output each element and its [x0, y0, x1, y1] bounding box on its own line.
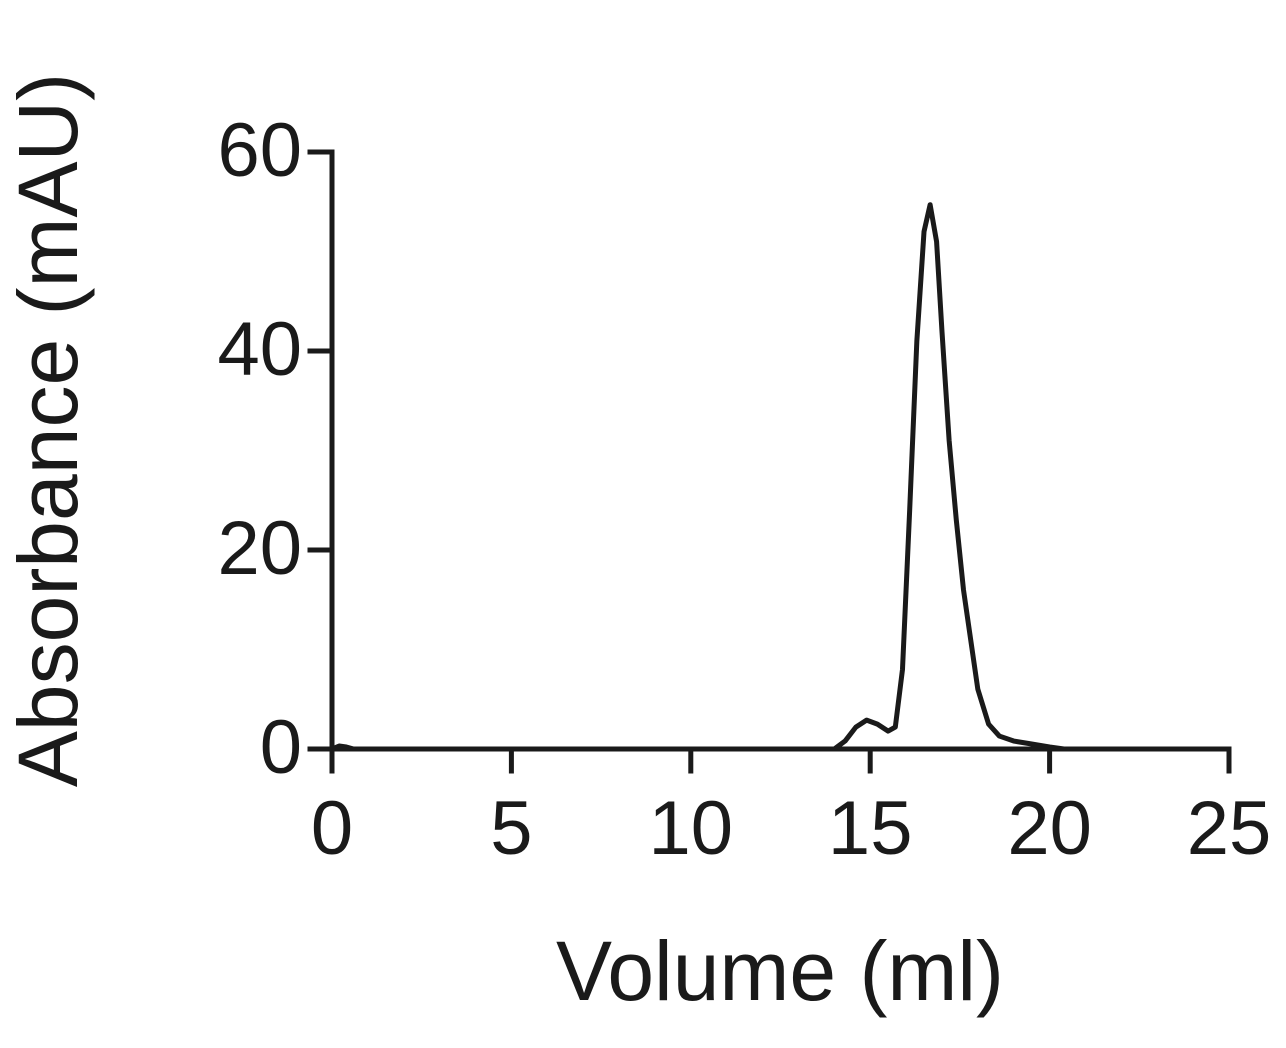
y-axis-label: Absorbance (mAU) [1, 73, 95, 787]
x-tick-label: 15 [828, 786, 913, 871]
y-tick-label: 60 [217, 108, 302, 193]
x-tick-label: 5 [490, 786, 532, 871]
y-tick-label: 0 [260, 705, 302, 790]
data-line [331, 202, 1065, 752]
x-tick-label: 25 [1187, 786, 1272, 871]
x-tick-label: 0 [311, 786, 353, 871]
y-tick-label: 20 [217, 506, 302, 591]
x-tick-label: 10 [649, 786, 734, 871]
x-axis-label: Volume (ml) [556, 924, 1004, 1018]
y-tick-label: 40 [217, 307, 302, 392]
x-tick-label: 20 [1007, 786, 1092, 871]
